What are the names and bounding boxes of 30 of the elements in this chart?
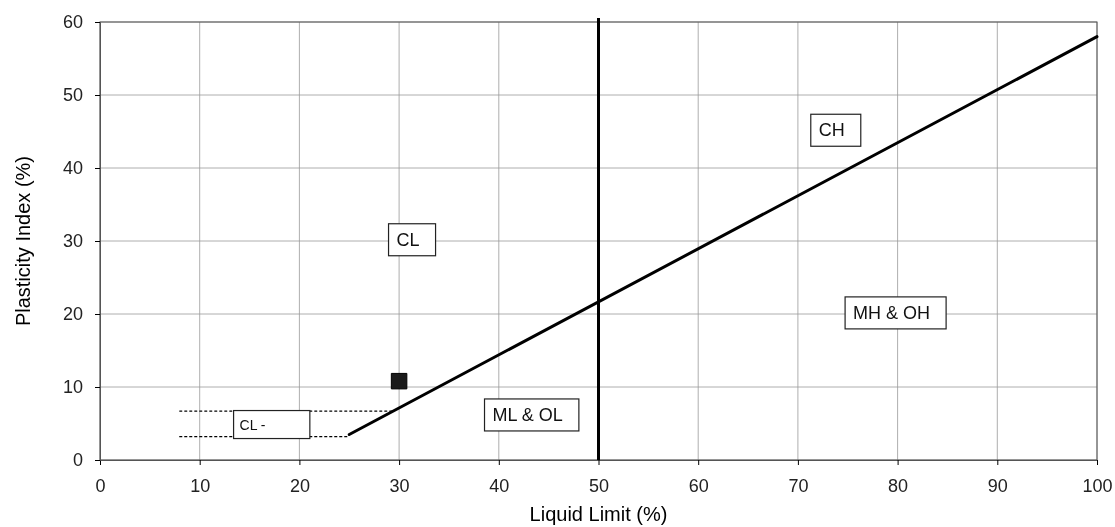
annotation: MH & OH — [853, 302, 931, 323]
label-frame: CH — [810, 113, 862, 147]
y-axis-title: Plasticity Index (%) — [12, 155, 34, 327]
annotation: CL - — [239, 416, 266, 433]
y-tick-label: 40 — [62, 158, 83, 179]
x-tick-label: 50 — [588, 475, 610, 496]
annotation: ML & OL — [492, 404, 563, 425]
x-tick-label: 30 — [389, 475, 410, 496]
y-tick-label: 30 — [62, 231, 83, 252]
x-tick-label: 0 — [95, 475, 106, 496]
x-tick-label: 100 — [1082, 475, 1113, 496]
x-tick-label: 90 — [987, 475, 1008, 496]
label-frame: CL — [387, 223, 437, 257]
x-tick-label: 80 — [888, 475, 909, 496]
x-axis-title: Liquid Limit (%) — [529, 503, 668, 525]
x-tick-label: 40 — [489, 475, 510, 496]
y-tick-label: 0 — [72, 450, 83, 471]
y-tick-label: 10 — [62, 377, 83, 398]
x-tick-label: 10 — [190, 475, 211, 496]
label-frame: ML & OL — [483, 398, 580, 432]
x-tick-label: 70 — [788, 475, 809, 496]
x-tick-label: 60 — [688, 475, 709, 496]
label-frame: MH & OH — [844, 296, 947, 330]
y-tick-label: 60 — [62, 12, 83, 33]
label-frame: CL - — [233, 409, 311, 440]
y-tick-label: 20 — [62, 304, 83, 325]
annotation: CL — [396, 229, 420, 250]
annotation: CH — [818, 120, 845, 141]
x-tick-label: 20 — [289, 475, 310, 496]
y-tick-label: 50 — [62, 85, 83, 106]
